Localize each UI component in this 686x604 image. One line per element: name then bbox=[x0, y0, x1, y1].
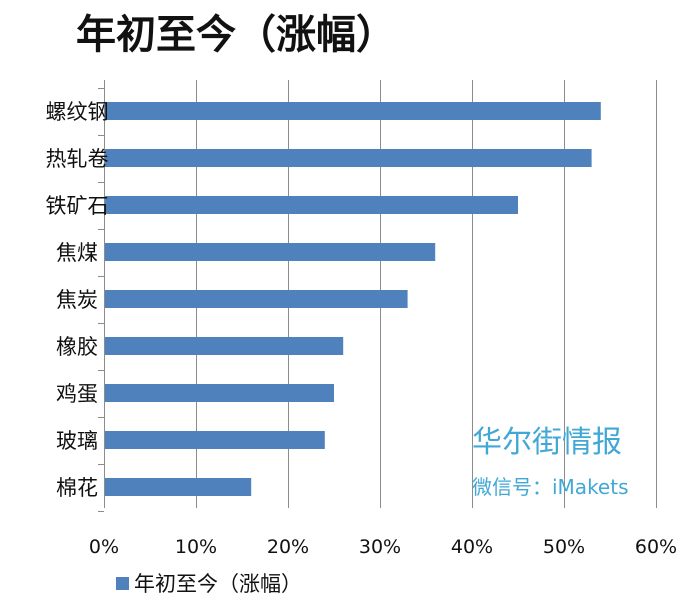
bar bbox=[105, 290, 408, 308]
y-axis bbox=[98, 80, 105, 512]
bars bbox=[105, 102, 601, 496]
x-tick-label: 30% bbox=[359, 536, 401, 558]
bar bbox=[105, 149, 592, 167]
chart-title: 年初至今（涨幅） bbox=[76, 12, 396, 58]
watermark-title: 华尔街情报 bbox=[472, 425, 622, 460]
bar bbox=[105, 384, 334, 402]
category-label: 橡胶 bbox=[56, 335, 98, 359]
bar bbox=[105, 196, 518, 214]
x-tick-label: 0% bbox=[89, 536, 119, 558]
category-label: 螺纹钢 bbox=[46, 100, 109, 124]
category-label: 玻璃 bbox=[56, 429, 98, 453]
x-tick-labels: 0% 10% 20% 30% 40% 50% 60% bbox=[89, 536, 677, 558]
x-tick-label: 60% bbox=[635, 536, 677, 558]
x-tick-label: 10% bbox=[175, 536, 217, 558]
bar bbox=[105, 337, 344, 355]
x-tick-label: 40% bbox=[451, 536, 493, 558]
legend-swatch bbox=[116, 577, 129, 590]
legend: 年初至今（涨幅） bbox=[116, 572, 302, 596]
bar bbox=[105, 102, 601, 120]
bar bbox=[105, 243, 436, 261]
category-label: 热轧卷 bbox=[46, 147, 109, 171]
category-label: 鸡蛋 bbox=[56, 382, 98, 406]
x-tick-label: 50% bbox=[543, 536, 585, 558]
category-label: 焦炭 bbox=[56, 288, 98, 312]
watermark-wechat-id: 微信号：iMakets bbox=[472, 475, 629, 499]
watermark: 华尔街情报 微信号：iMakets bbox=[472, 425, 629, 499]
category-label: 焦煤 bbox=[56, 241, 98, 265]
bar bbox=[105, 431, 325, 449]
category-label: 棉花 bbox=[56, 476, 98, 500]
legend-label: 年初至今（涨幅） bbox=[134, 572, 302, 596]
category-label: 铁矿石 bbox=[46, 194, 109, 218]
x-tick-label: 20% bbox=[267, 536, 309, 558]
bar bbox=[105, 478, 252, 496]
